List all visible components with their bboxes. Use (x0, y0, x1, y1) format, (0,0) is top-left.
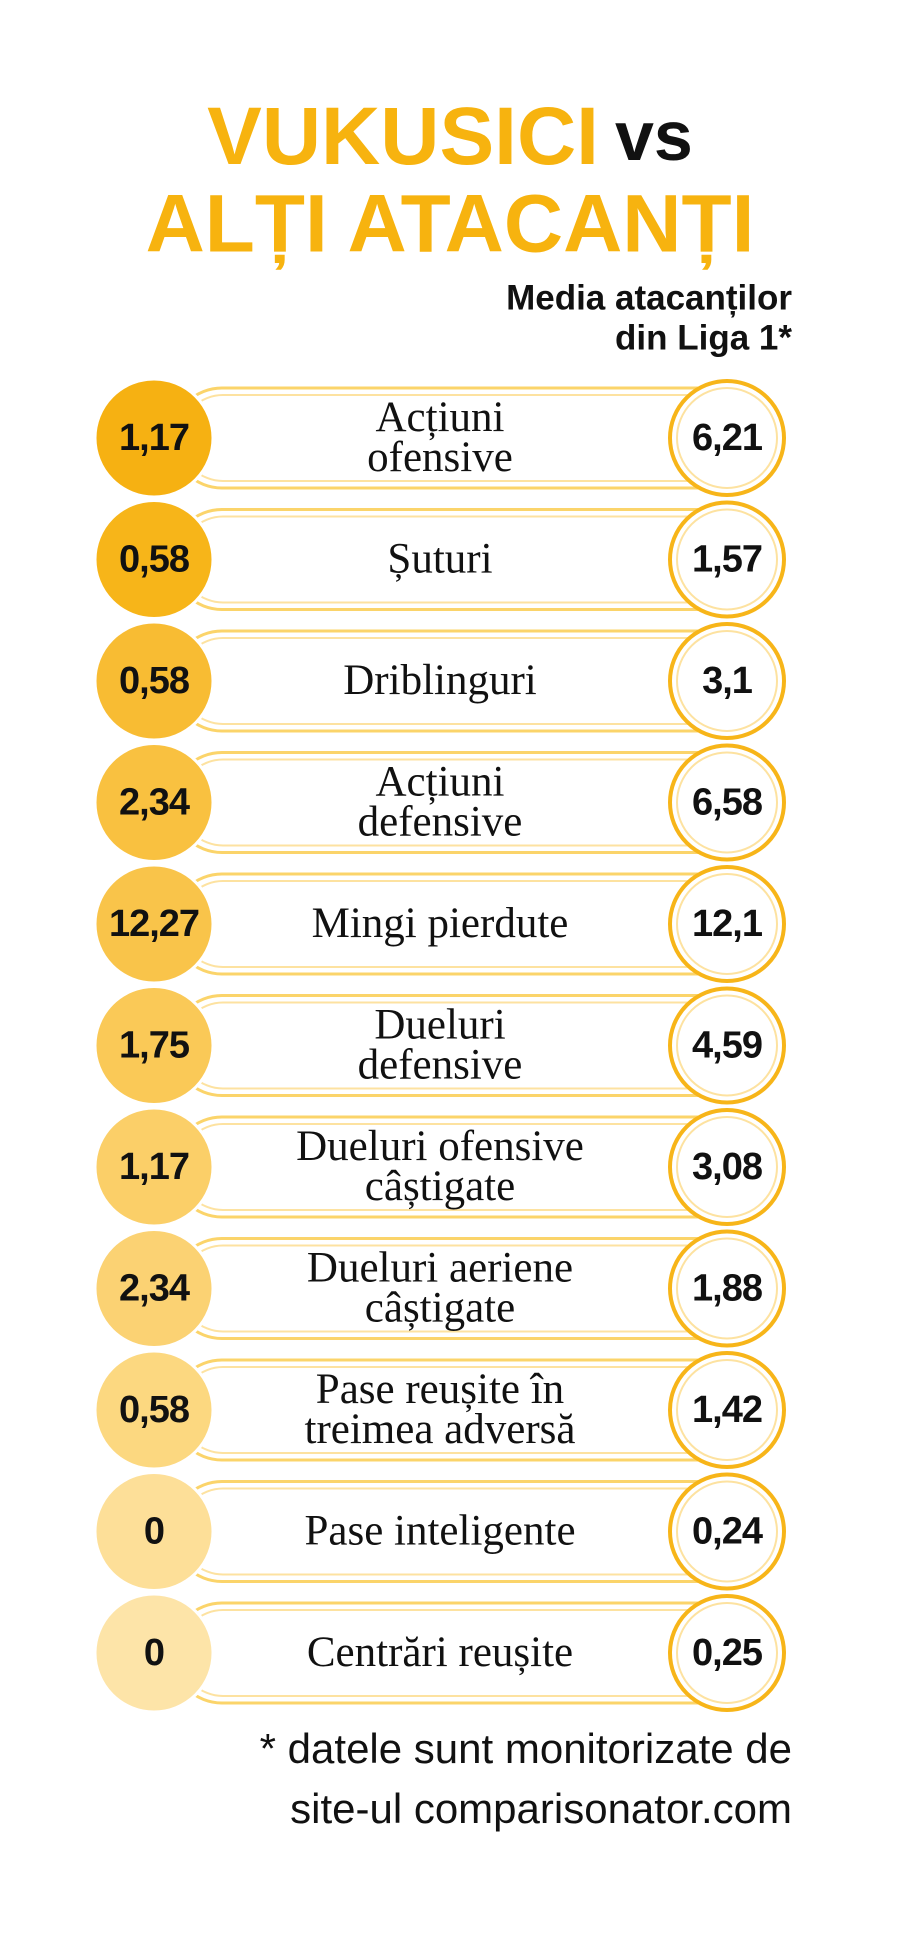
stat-label: Acțiuni (376, 758, 505, 805)
right-circle-ring (676, 1480, 778, 1583)
player-value: 1,17 (119, 417, 189, 459)
right-circle-ring (676, 873, 778, 975)
left-circle (93, 1228, 215, 1349)
left-circle (93, 377, 215, 499)
stat-label: Mingi pierdute (312, 900, 569, 947)
right-circle (668, 500, 786, 619)
player-value: 12,27 (109, 903, 199, 945)
right-circle (668, 1472, 786, 1591)
average-value: 0,25 (692, 1632, 763, 1674)
player-name: VUKUSICI (207, 91, 599, 182)
right-circle (668, 1108, 786, 1226)
stat-label: câștigate (365, 1284, 515, 1331)
left-circle (93, 1106, 215, 1228)
player-value: 0,58 (119, 539, 189, 581)
stat-label: ofensive (367, 434, 513, 481)
right-circle (668, 865, 786, 983)
stat-label: Dueluri aeriene (307, 1244, 573, 1291)
right-circle-ring (676, 1237, 778, 1340)
left-circle (93, 863, 215, 985)
right-circle (668, 1229, 786, 1348)
left-circle (93, 742, 215, 863)
player-value: 1,75 (119, 1025, 190, 1067)
stat-label: Dueluri (374, 1001, 505, 1048)
player-value: 0,58 (119, 1389, 189, 1431)
right-circle-ring (676, 751, 778, 854)
stat-label: Centrări reușite (307, 1629, 573, 1676)
right-circle (668, 622, 786, 740)
average-value: 1,88 (692, 1268, 762, 1310)
right-circle-ring (676, 1602, 778, 1704)
stat-label: defensive (358, 798, 523, 845)
right-circle-ring (676, 1116, 778, 1218)
player-value: 0 (144, 1511, 164, 1553)
right-circle-ring (676, 387, 778, 489)
average-value: 12,1 (692, 903, 763, 945)
stat-label: Dueluri ofensive (296, 1123, 584, 1170)
title-line-1: VUKUSICI vs (207, 91, 693, 182)
stat-label: Pase inteligente (304, 1507, 575, 1554)
stat-label: treimea adversă (305, 1406, 576, 1453)
right-circle (668, 1351, 786, 1469)
right-circle (668, 1594, 786, 1712)
left-circle (93, 620, 215, 742)
average-value: 4,59 (692, 1025, 762, 1067)
left-circle (93, 499, 215, 620)
footnote: * datele sunt monitorizate de (260, 1725, 792, 1772)
left-circle (93, 985, 215, 1106)
left-circle (93, 1471, 215, 1592)
right-circle (668, 743, 786, 862)
average-value: 3,1 (702, 660, 753, 702)
right-circle-ring (676, 1359, 778, 1461)
average-value: 1,57 (692, 539, 762, 581)
footnote: site-ul comparisonator.com (290, 1785, 792, 1832)
player-value: 2,34 (119, 1268, 190, 1310)
average-value: 0,24 (692, 1511, 763, 1553)
right-circle (668, 986, 786, 1105)
average-value: 3,08 (692, 1146, 762, 1188)
player-value: 0,58 (119, 660, 189, 702)
player-value: 1,17 (119, 1146, 189, 1188)
title-line-2: ALȚI ATACANȚI (146, 179, 755, 270)
versus: vs (615, 97, 693, 175)
right-circle-ring (676, 630, 778, 732)
left-circle (93, 1349, 215, 1471)
stat-label: defensive (358, 1041, 523, 1088)
subtitle: din Liga 1* (615, 318, 792, 357)
right-circle-ring (676, 994, 778, 1097)
average-value: 6,58 (692, 782, 762, 824)
average-value: 1,42 (692, 1389, 762, 1431)
subtitle: Media atacanților (506, 278, 792, 317)
left-circle (93, 1592, 215, 1714)
stat-label: Șuturi (387, 535, 492, 582)
right-circle-ring (676, 508, 778, 611)
average-value: 6,21 (692, 417, 763, 459)
player-value: 2,34 (119, 782, 190, 824)
stat-label: câștigate (365, 1163, 515, 1210)
player-value: 0 (144, 1632, 164, 1674)
stat-label: Acțiuni (376, 394, 505, 441)
right-circle (668, 379, 786, 497)
stat-label: Driblinguri (343, 657, 537, 704)
stat-label: Pase reușite în (316, 1366, 564, 1413)
